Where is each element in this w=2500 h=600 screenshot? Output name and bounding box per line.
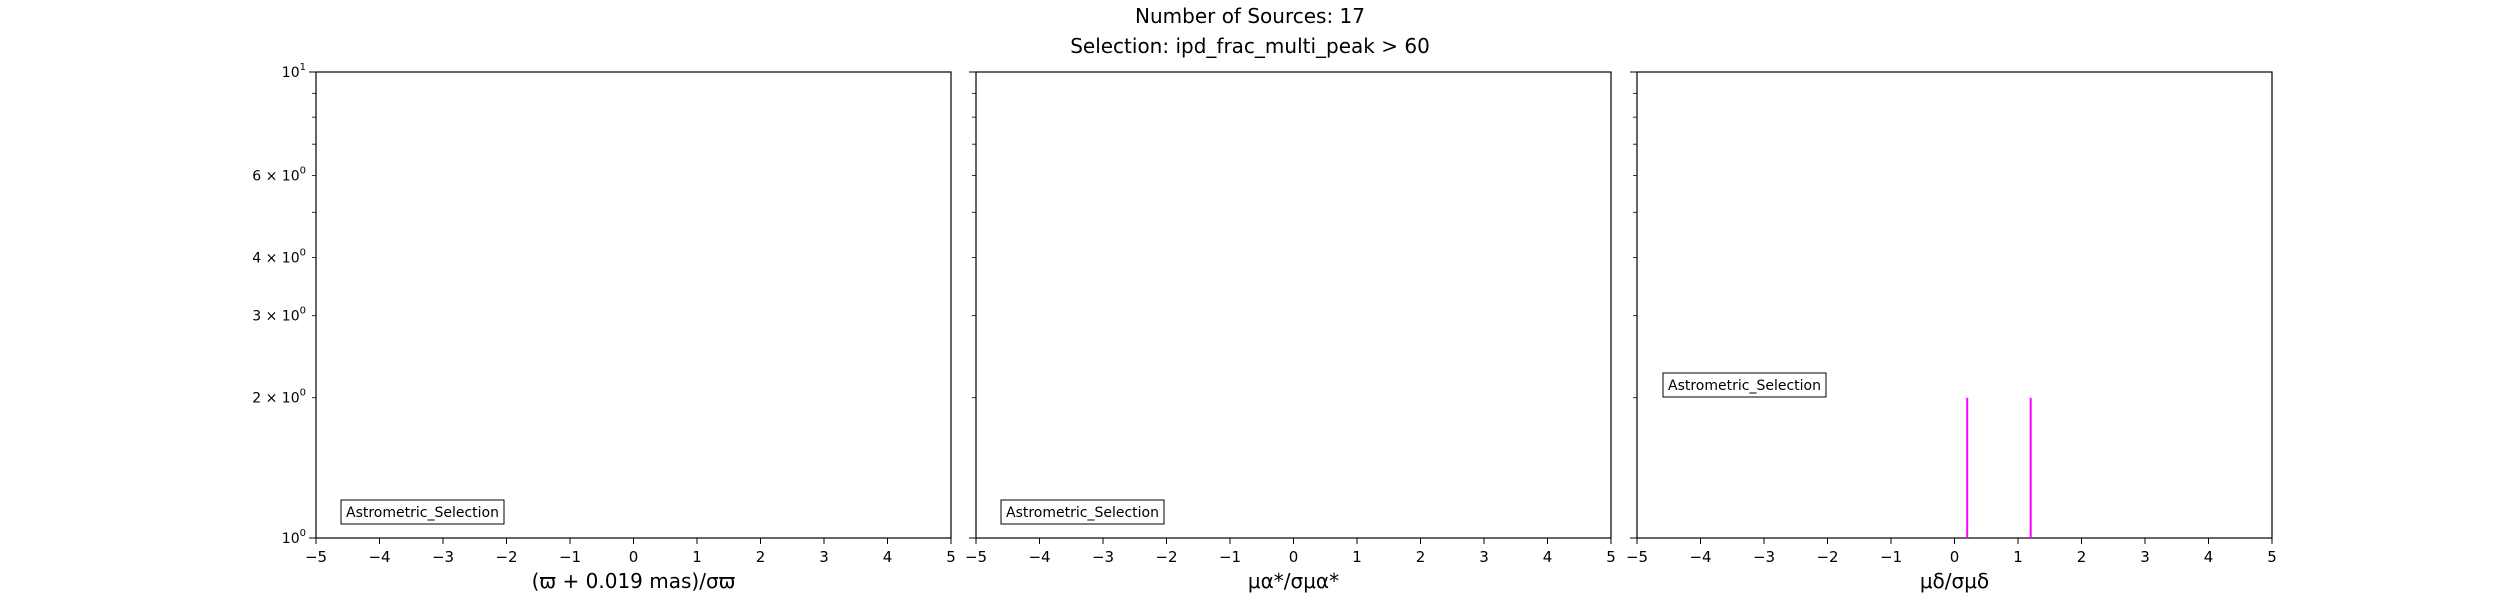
axes-frame [975,71,1612,539]
x-tick-label: −4 [1028,548,1050,566]
x-tick-label: 1 [2013,548,2023,566]
y-tick-label: 3 × 100 [252,306,306,325]
x-tick-label: 0 [1289,548,1299,566]
x-tick-label: 3 [819,548,829,566]
x-tick-label: −4 [1689,548,1711,566]
x-tick-label: −5 [305,548,327,566]
x-tick-label: 4 [883,548,893,566]
x-tick-label: 0 [1950,548,1960,566]
legend-box [340,499,505,525]
x-tick-label: −3 [432,548,454,566]
x-tick-label: 4 [1543,548,1553,566]
x-tick-label: −2 [495,548,517,566]
x-tick-label: −2 [1155,548,1177,566]
y-tick-label: 101 [282,62,306,81]
y-tick-label: 4 × 100 [252,247,306,266]
y-tick-label: 6 × 100 [252,165,306,184]
legend-box [1662,372,1827,398]
x-axis-label: (ϖ + 0.019 mas)/σϖ [532,569,736,593]
legend-label: Astrometric_Selection [1006,505,1159,521]
x-tick-label: 4 [2204,548,2214,566]
axes-frame [1636,71,2273,539]
x-tick-label: 3 [2140,548,2150,566]
x-tick-label: 5 [946,548,956,566]
legend-box [1000,499,1165,525]
x-tick-label: −5 [965,548,987,566]
x-tick-label: −4 [368,548,390,566]
legend-label: Astrometric_Selection [1668,378,1821,394]
x-tick-label: 2 [1416,548,1426,566]
x-tick-label: −3 [1753,548,1775,566]
figure-title: Number of Sources: 17 [1135,4,1365,28]
x-tick-label: −1 [1219,548,1241,566]
x-tick-label: −1 [1880,548,1902,566]
x-tick-label: −5 [1626,548,1648,566]
x-tick-label: −2 [1816,548,1838,566]
x-tick-label: 5 [1606,548,1616,566]
legend-label: Astrometric_Selection [346,505,499,521]
x-tick-label: 5 [2267,548,2277,566]
x-tick-label: 3 [1479,548,1489,566]
x-tick-label: 2 [2077,548,2087,566]
x-tick-label: −3 [1092,548,1114,566]
x-tick-label: 1 [692,548,702,566]
x-tick-label: 2 [756,548,766,566]
axes-frame [315,71,952,539]
x-tick-label: 1 [1352,548,1362,566]
x-tick-label: −1 [559,548,581,566]
x-tick-label: 0 [629,548,639,566]
y-tick-label: 100 [282,528,306,547]
y-tick-label: 2 × 100 [252,388,306,407]
x-axis-label: μα*/σμα* [1248,569,1339,593]
figure-subtitle: Selection: ipd_frac_multi_peak > 60 [1070,34,1430,58]
x-axis-label: μδ/σμδ [1920,569,1989,593]
